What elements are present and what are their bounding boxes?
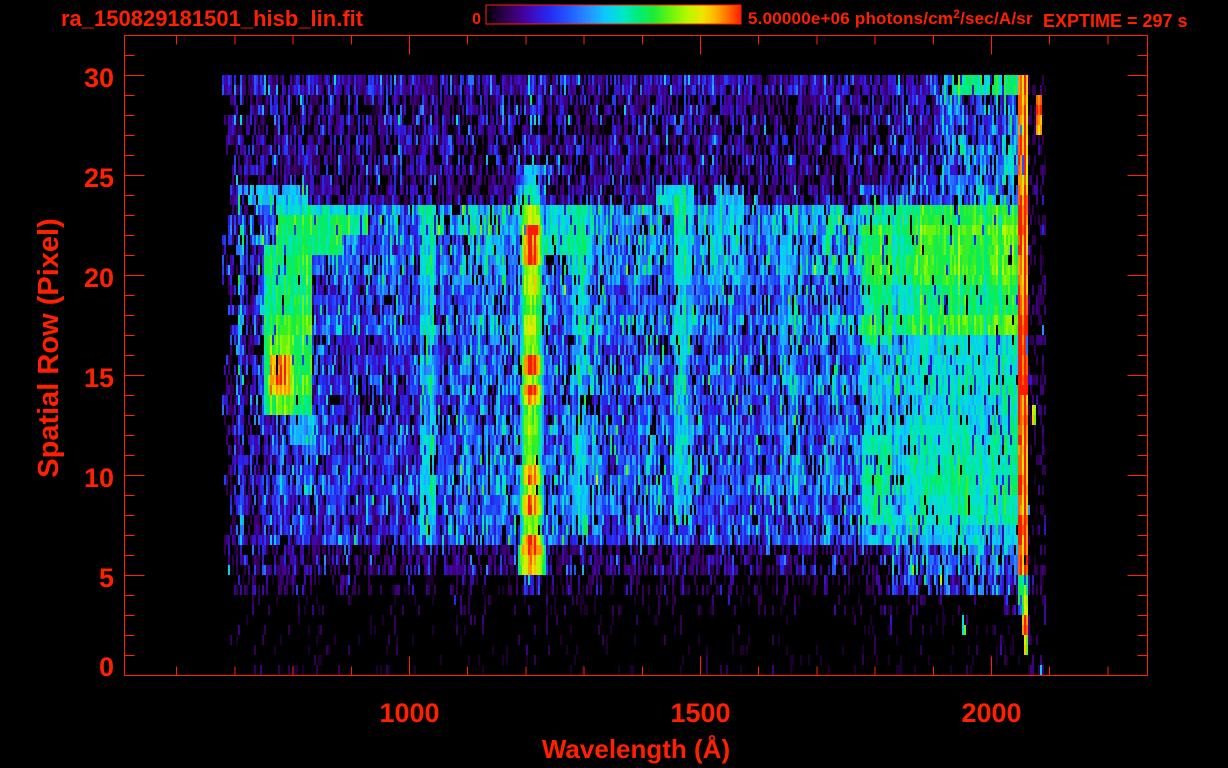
svg-text:Wavelength (Å): Wavelength (Å)	[542, 734, 730, 764]
svg-text:5: 5	[99, 563, 114, 593]
svg-text:0: 0	[99, 652, 114, 682]
svg-text:ra_150829181501_hisb_lin.fit: ra_150829181501_hisb_lin.fit	[61, 6, 364, 31]
svg-text:1500: 1500	[670, 698, 730, 728]
svg-text:1000: 1000	[379, 698, 439, 728]
svg-text:EXPTIME = 297 s: EXPTIME = 297 s	[1043, 11, 1188, 31]
svg-text:25: 25	[84, 163, 114, 193]
svg-text:10: 10	[84, 463, 114, 493]
svg-text:0: 0	[472, 11, 481, 28]
svg-text:15: 15	[84, 363, 114, 393]
svg-text:5.00000e+06 photons/cm2/sec/A/: 5.00000e+06 photons/cm2/sec/A/sr	[748, 7, 1033, 28]
svg-text:Spatial Row (Pixel): Spatial Row (Pixel)	[33, 218, 65, 477]
svg-text:30: 30	[84, 63, 114, 93]
svg-text:20: 20	[84, 263, 114, 293]
svg-text:2000: 2000	[961, 698, 1021, 728]
